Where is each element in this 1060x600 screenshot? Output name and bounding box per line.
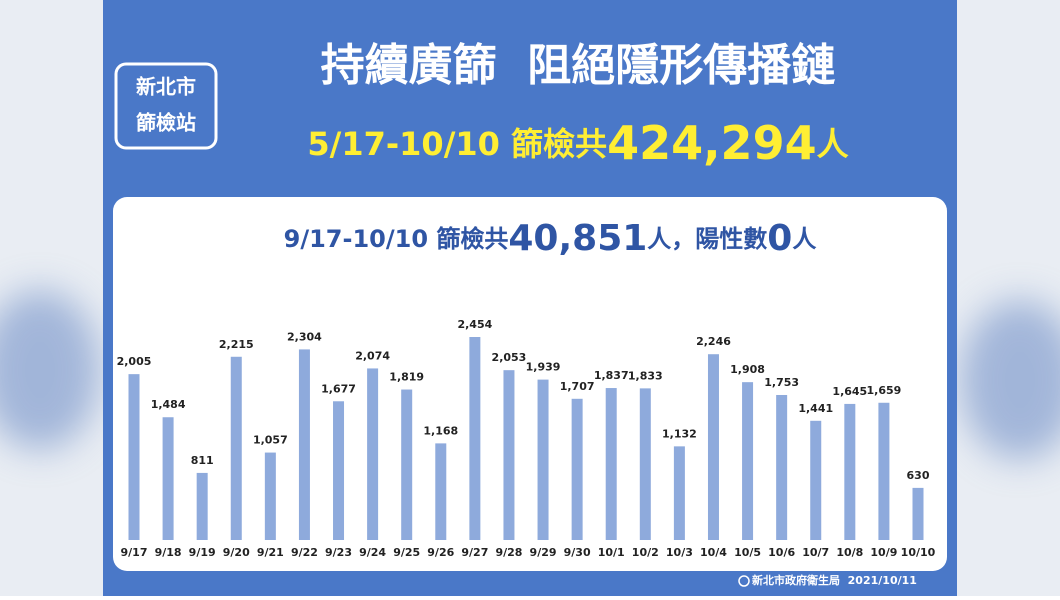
bar — [537, 379, 549, 540]
headline: 持續廣篩 阻絕隱形傳播鏈 — [321, 40, 836, 91]
x-tick-label: 9/20 — [223, 546, 250, 559]
chart-card — [113, 197, 947, 571]
bar — [503, 370, 515, 540]
value-label: 1,659 — [867, 384, 902, 397]
x-tick-label: 9/24 — [359, 546, 386, 559]
x-tick-label: 9/17 — [121, 546, 148, 559]
bars: 2,005 9/17 1,484 9/18 811 9/19 2,215 9/20 1,057 9… — [117, 318, 936, 559]
badge — [114, 62, 218, 150]
value-label: 630 — [907, 469, 930, 482]
value-label: 1,707 — [560, 380, 595, 393]
badge-text: 篩檢站 — [136, 111, 196, 135]
x-tick-label: 9/25 — [393, 546, 420, 559]
x-tick-label: 9/27 — [461, 546, 488, 559]
bar — [707, 354, 719, 540]
value-label: 2,304 — [287, 330, 322, 343]
x-tick-label: 9/29 — [530, 546, 557, 559]
x-tick-label: 9/18 — [155, 546, 182, 559]
bar — [230, 356, 242, 540]
bar — [673, 446, 685, 540]
bar — [776, 394, 788, 540]
value-label: 1,677 — [321, 382, 356, 395]
bar — [333, 401, 345, 540]
title-part: 人，陽性數 — [647, 225, 767, 253]
value-label: 2,053 — [492, 351, 527, 364]
title-part: 9/17-10/10 篩檢共 — [284, 225, 509, 253]
x-tick-label: 10/5 — [734, 546, 761, 559]
bar — [367, 368, 379, 540]
x-tick-label: 9/26 — [427, 546, 454, 559]
bar — [401, 389, 413, 540]
x-tick-label: 9/28 — [495, 546, 522, 559]
bar — [435, 443, 447, 540]
title-number: 0 — [767, 218, 792, 259]
bar — [162, 417, 174, 540]
bar — [878, 402, 890, 540]
title-number: 40,851 — [508, 218, 647, 259]
x-tick-label: 9/30 — [564, 546, 591, 559]
value-label: 1,908 — [730, 363, 765, 376]
value-label: 1,753 — [764, 376, 799, 389]
subheadline-number: 424,294 — [607, 116, 817, 170]
value-label: 2,454 — [457, 318, 492, 331]
footer: 新北市政府衛生局 2021/10/11 — [752, 573, 917, 587]
x-tick-label: 10/8 — [836, 546, 863, 559]
bar — [844, 403, 856, 540]
bar — [742, 382, 754, 540]
value-label: 2,074 — [355, 349, 390, 362]
value-label: 1,441 — [798, 402, 833, 415]
x-tick-label: 10/6 — [768, 546, 795, 559]
value-label: 1,132 — [662, 427, 697, 440]
subheadline: 5/17-10/10 篩檢共424,294人 — [307, 116, 848, 170]
chart-title: 9/17-10/10 篩檢共40,851人，陽性數0人 — [284, 218, 817, 259]
x-tick-label: 10/4 — [700, 546, 727, 559]
x-tick-label: 9/22 — [291, 546, 318, 559]
x-tick-label: 10/7 — [802, 546, 829, 559]
bar — [912, 487, 924, 540]
x-tick-label: 9/21 — [257, 546, 284, 559]
value-label: 1,833 — [628, 369, 663, 382]
value-label: 2,246 — [696, 335, 731, 348]
x-tick-label: 9/23 — [325, 546, 352, 559]
x-tick-label: 10/2 — [632, 546, 659, 559]
bar — [264, 452, 276, 540]
value-label: 1,057 — [253, 434, 288, 447]
bar — [605, 388, 617, 540]
value-label: 2,005 — [117, 355, 152, 368]
subheadline-part: 5/17-10/10 篩檢共 — [307, 125, 607, 163]
bar — [469, 337, 481, 540]
badge-text: 新北市 — [136, 75, 196, 99]
value-label: 1,484 — [151, 398, 186, 411]
value-label: 1,837 — [594, 369, 629, 382]
title-part: 人 — [792, 225, 816, 253]
x-tick-label: 10/9 — [870, 546, 897, 559]
x-tick-label: 10/3 — [666, 546, 693, 559]
value-label: 1,939 — [526, 361, 561, 374]
backdrop-blur — [960, 300, 1060, 460]
x-tick-label: 9/19 — [189, 546, 216, 559]
bar — [128, 374, 140, 540]
x-tick-label: 10/10 — [901, 546, 936, 559]
subheadline-part: 人 — [817, 125, 849, 163]
value-label: 811 — [191, 454, 214, 467]
bar — [571, 398, 583, 540]
value-label: 2,215 — [219, 338, 254, 351]
backdrop-blur — [0, 290, 100, 450]
bar — [298, 349, 310, 540]
bar — [810, 420, 822, 540]
value-label: 1,168 — [423, 424, 458, 437]
bar — [639, 388, 651, 540]
value-label: 1,645 — [832, 385, 867, 398]
value-label: 1,819 — [389, 371, 424, 384]
footer-icon — [738, 575, 750, 587]
bar — [196, 472, 208, 540]
x-tick-label: 10/1 — [598, 546, 625, 559]
